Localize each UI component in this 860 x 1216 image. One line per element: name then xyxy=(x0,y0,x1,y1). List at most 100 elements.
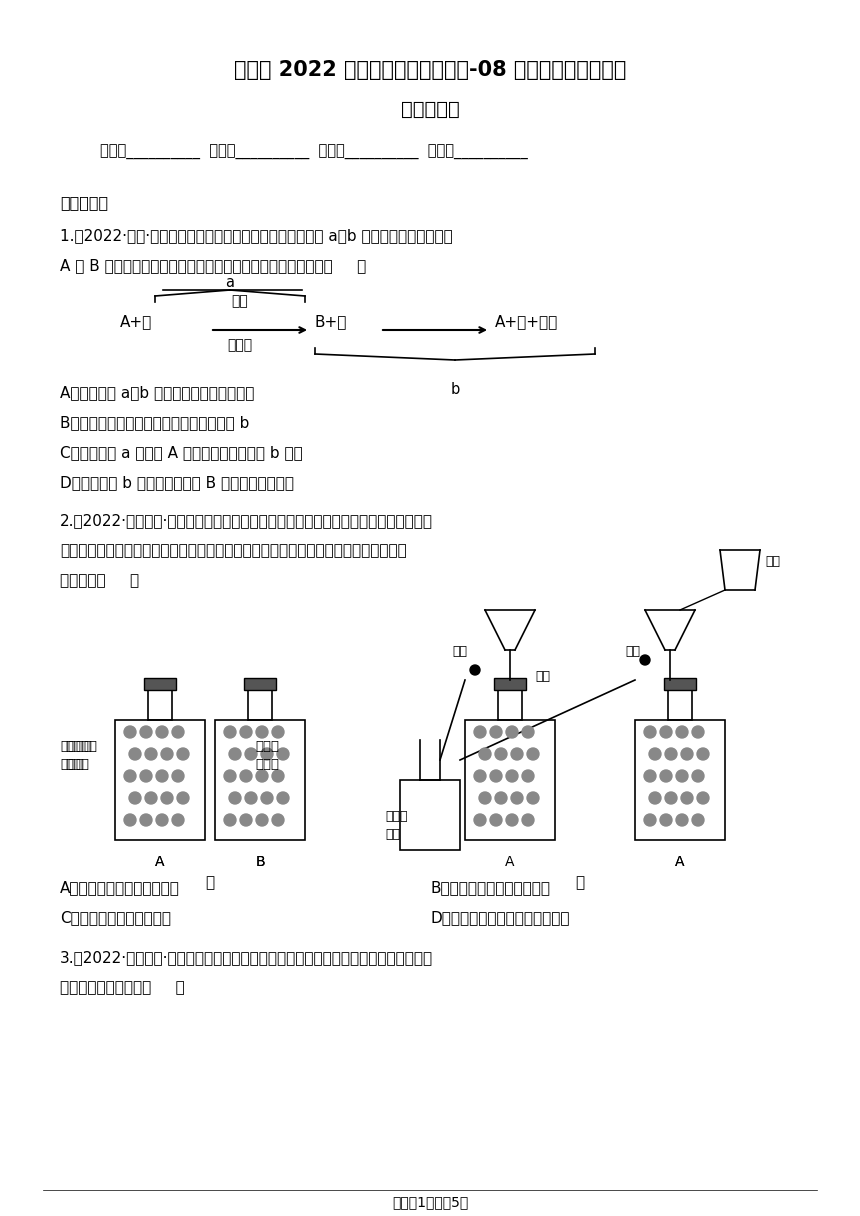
Circle shape xyxy=(644,726,656,738)
Circle shape xyxy=(161,748,173,760)
Text: 正在萌发: 正在萌发 xyxy=(60,741,92,753)
Circle shape xyxy=(692,814,704,826)
Circle shape xyxy=(124,770,136,782)
Text: 一、选择题: 一、选择题 xyxy=(60,195,108,210)
Text: A: A xyxy=(675,855,685,869)
Text: A．种子萌发需要一定的水分: A．种子萌发需要一定的水分 xyxy=(60,880,180,895)
Circle shape xyxy=(129,748,141,760)
Circle shape xyxy=(665,748,677,760)
Circle shape xyxy=(692,770,704,782)
Circle shape xyxy=(681,792,693,804)
Circle shape xyxy=(124,726,136,738)
Polygon shape xyxy=(664,679,696,689)
Text: 下列的哪项生命活动（     ）: 下列的哪项生命活动（ ） xyxy=(60,980,185,995)
Circle shape xyxy=(506,814,518,826)
Circle shape xyxy=(172,814,184,826)
Text: 2.（2022·浙江金华·统考一模）如图，在容器中装入等量的不同种子，加入适量的水后: 2.（2022·浙江金华·统考一模）如图，在容器中装入等量的不同种子，加入适量的… xyxy=(60,513,433,528)
Circle shape xyxy=(240,770,252,782)
Circle shape xyxy=(474,770,486,782)
Circle shape xyxy=(229,792,241,804)
Polygon shape xyxy=(144,679,176,689)
Circle shape xyxy=(277,792,289,804)
Circle shape xyxy=(224,770,236,782)
Circle shape xyxy=(474,814,486,826)
Text: 密封。一段时间后向漏斗中倒入清水，通过观察到的澄清石灰水的不同变化，可以得出: 密封。一段时间后向漏斗中倒入清水，通过观察到的澄清石灰水的不同变化，可以得出 xyxy=(60,544,407,558)
Circle shape xyxy=(697,792,709,804)
Circle shape xyxy=(277,748,289,760)
Text: 灰水: 灰水 xyxy=(385,828,400,841)
Circle shape xyxy=(479,748,491,760)
Circle shape xyxy=(470,665,480,675)
Text: 光能: 光能 xyxy=(231,294,249,308)
Circle shape xyxy=(511,748,523,760)
Text: 煮熟过: 煮熟过 xyxy=(255,741,279,753)
Text: A: A xyxy=(675,855,685,869)
Text: B: B xyxy=(255,855,265,869)
Text: 叶绿体: 叶绿体 xyxy=(227,338,253,351)
Text: 3.（2022·浙江温州·综考二模）如图是某绿色植物叶片的物质进出图，该示意图能表示: 3.（2022·浙江温州·综考二模）如图是某绿色植物叶片的物质进出图，该示意图能… xyxy=(60,950,433,966)
Text: C．种子呼吸作用需要氧气: C．种子呼吸作用需要氧气 xyxy=(60,910,171,925)
Circle shape xyxy=(644,770,656,782)
Circle shape xyxy=(522,770,534,782)
Circle shape xyxy=(676,814,688,826)
Text: B．种子萌发需要适宜的温度: B．种子萌发需要适宜的温度 xyxy=(430,880,550,895)
Circle shape xyxy=(676,770,688,782)
Circle shape xyxy=(229,748,241,760)
Circle shape xyxy=(156,770,168,782)
Circle shape xyxy=(649,748,661,760)
Circle shape xyxy=(129,792,141,804)
Text: 的种子: 的种子 xyxy=(65,758,89,771)
Text: 学校：__________  姓名：__________  班级：__________  考号：__________: 学校：__________ 姓名：__________ 班级：_________… xyxy=(100,145,528,161)
Circle shape xyxy=(145,748,157,760)
Text: A．生理活动 a、b 只能在有光的条件下进行: A．生理活动 a、b 只能在有光的条件下进行 xyxy=(60,385,255,400)
Circle shape xyxy=(506,726,518,738)
Circle shape xyxy=(495,792,507,804)
Text: 的种子: 的种子 xyxy=(255,758,279,771)
Text: A: A xyxy=(506,855,515,869)
Text: 试卷第1页，共5页: 试卷第1页，共5页 xyxy=(392,1195,468,1209)
Text: a: a xyxy=(225,275,235,289)
Circle shape xyxy=(245,792,257,804)
Text: 的种子: 的种子 xyxy=(60,758,84,771)
Circle shape xyxy=(490,770,502,782)
Text: A: A xyxy=(156,855,165,869)
Circle shape xyxy=(665,792,677,804)
Circle shape xyxy=(272,770,284,782)
Circle shape xyxy=(660,770,672,782)
Text: B．活的植物体内的细胞都能进行生理活动 b: B．活的植物体内的细胞都能进行生理活动 b xyxy=(60,415,249,430)
Circle shape xyxy=(177,792,189,804)
Circle shape xyxy=(697,748,709,760)
Circle shape xyxy=(681,748,693,760)
Polygon shape xyxy=(244,679,276,689)
Circle shape xyxy=(156,726,168,738)
Circle shape xyxy=(506,770,518,782)
Circle shape xyxy=(522,726,534,738)
Circle shape xyxy=(261,792,273,804)
Text: B: B xyxy=(255,855,265,869)
Text: C．生理活动 a 所需的 A 物质和水由生理活动 b 提供: C．生理活动 a 所需的 A 物质和水由生理活动 b 提供 xyxy=(60,445,303,460)
Text: b: b xyxy=(451,382,459,396)
Circle shape xyxy=(272,726,284,738)
Text: 1.（2022·浙江·一模）下面的式子表示绿色植物体内进行的 a、b 两项生理活动，其中的: 1.（2022·浙江·一模）下面的式子表示绿色植物体内进行的 a、b 两项生理活… xyxy=(60,229,452,243)
Circle shape xyxy=(172,770,184,782)
Circle shape xyxy=(245,748,257,760)
Circle shape xyxy=(224,814,236,826)
Text: A+水+能量: A+水+能量 xyxy=(495,315,558,330)
Text: 清水: 清水 xyxy=(765,554,780,568)
Circle shape xyxy=(660,726,672,738)
Circle shape xyxy=(240,726,252,738)
Circle shape xyxy=(240,814,252,826)
Circle shape xyxy=(490,814,502,826)
Circle shape xyxy=(161,792,173,804)
Circle shape xyxy=(124,814,136,826)
Text: 正在萌发: 正在萌发 xyxy=(65,741,97,753)
Circle shape xyxy=(676,726,688,738)
Circle shape xyxy=(527,792,539,804)
Text: 的结论是（     ）: 的结论是（ ） xyxy=(60,573,139,589)
Circle shape xyxy=(474,726,486,738)
Circle shape xyxy=(479,792,491,804)
Circle shape xyxy=(527,748,539,760)
Circle shape xyxy=(140,726,152,738)
Circle shape xyxy=(156,814,168,826)
Text: （选择题）: （选择题） xyxy=(401,100,459,119)
